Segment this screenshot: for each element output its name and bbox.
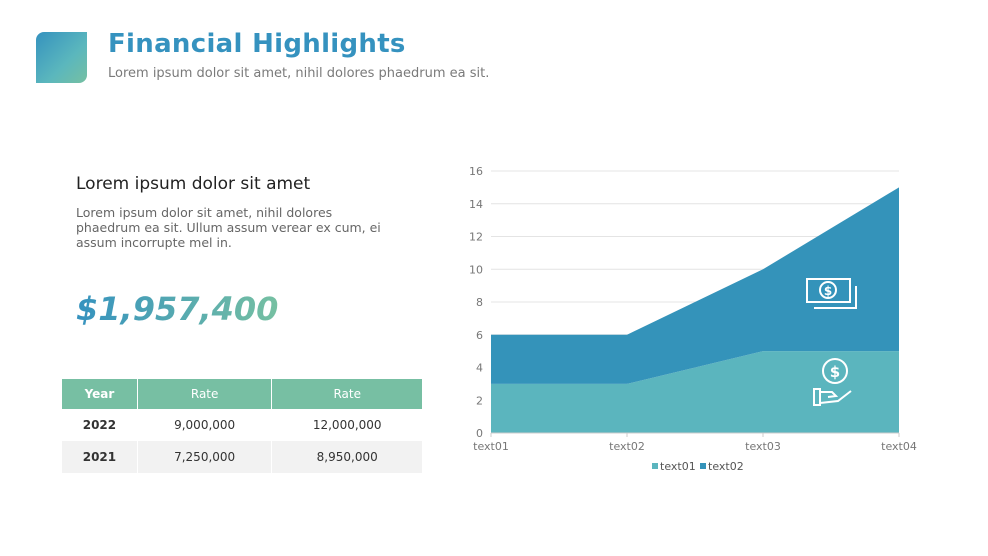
amount-highlight: $1,957,400 — [76, 290, 279, 328]
table-row: 2022 9,000,000 12,000,000 — [62, 409, 423, 441]
section-body: Lorem ipsum dolor sit amet, nihil dolore… — [76, 205, 381, 250]
col-header: Rate — [137, 379, 273, 409]
table-header-row: Year Rate Rate — [62, 379, 423, 409]
logo-square — [36, 32, 87, 83]
legend-swatch — [700, 463, 706, 469]
y-tick-label: 4 — [476, 362, 483, 375]
y-tick-label: 2 — [476, 394, 483, 407]
cell: 7,250,000 — [137, 441, 273, 473]
table-row: 2021 7,250,000 8,950,000 — [62, 441, 423, 473]
y-tick-label: 0 — [476, 427, 483, 440]
cell: 2022 — [62, 409, 138, 441]
x-tick-label: text03 — [745, 440, 781, 453]
svg-text:$: $ — [830, 363, 840, 381]
page-subtitle: Lorem ipsum dolor sit amet, nihil dolore… — [108, 66, 490, 81]
cell: 8,950,000 — [271, 441, 423, 473]
x-tick-label: text01 — [473, 440, 509, 453]
section-heading: Lorem ipsum dolor sit amet — [76, 174, 311, 194]
y-tick-label: 6 — [476, 329, 483, 342]
page-title: Financial Highlights — [108, 29, 406, 59]
area-series-text02 — [491, 187, 899, 384]
svg-text:$: $ — [824, 284, 832, 298]
hand-coin-icon: $ — [813, 358, 852, 406]
cell: 2021 — [62, 441, 138, 473]
col-header: Year — [62, 379, 138, 409]
money-bill-icon: $ — [806, 278, 857, 309]
legend-label: text02 — [708, 460, 744, 473]
y-tick-label: 14 — [469, 198, 483, 211]
cell: 12,000,000 — [271, 409, 423, 441]
y-tick-label: 10 — [469, 263, 483, 276]
y-tick-label: 12 — [469, 231, 483, 244]
y-tick-label: 16 — [469, 165, 483, 178]
x-tick-label: text02 — [609, 440, 645, 453]
col-header: Rate — [271, 379, 423, 409]
cell: 9,000,000 — [137, 409, 273, 441]
area-series-text01 — [491, 351, 899, 433]
x-tick-label: text04 — [881, 440, 917, 453]
y-tick-label: 8 — [476, 296, 483, 309]
rate-table: Year Rate Rate 2022 9,000,000 12,000,000… — [62, 379, 423, 473]
legend-label: text01 — [660, 460, 696, 473]
legend-swatch — [652, 463, 658, 469]
